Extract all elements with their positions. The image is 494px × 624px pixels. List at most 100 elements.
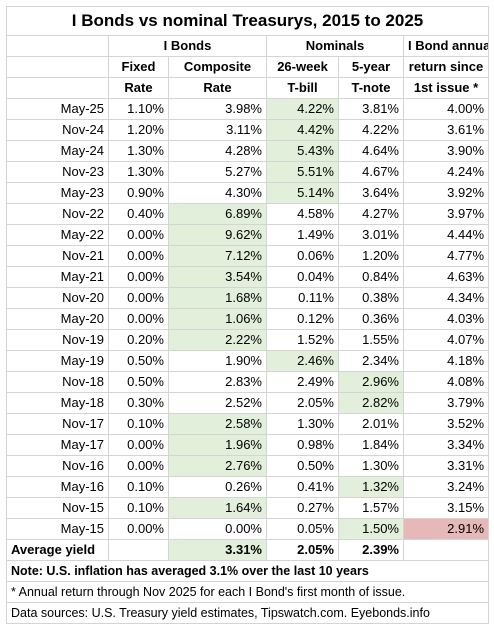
- cell-date: May-21: [6, 266, 109, 288]
- table-row: Nov-21 0.00% 7.12% 0.06% 1.20% 4.77%: [6, 245, 490, 267]
- note-inflation: Note: U.S. inflation has averaged 3.1% o…: [5, 560, 490, 582]
- header-tnote-line2: T-note: [338, 77, 404, 99]
- cell-fixed-rate: 0.00%: [108, 518, 169, 540]
- cell-tnote: 1.32%: [338, 476, 404, 498]
- cell-annual-return: 4.34%: [402, 287, 490, 309]
- cell-date: May-18: [6, 392, 109, 414]
- header-fixed-rate-line1: Fixed: [108, 56, 169, 78]
- cell-annual-return: 4.07%: [402, 329, 490, 351]
- cell-composite-rate: 6.89%: [168, 203, 267, 225]
- table-row: May-23 0.90% 4.30% 5.14% 3.64% 3.92%: [6, 182, 490, 204]
- cell-composite-rate: 9.62%: [168, 224, 267, 246]
- cell-fixed-rate: 0.00%: [108, 455, 169, 477]
- header-group-ibonds: I Bonds: [108, 35, 267, 57]
- header-fixed-rate-line2: Rate: [108, 77, 169, 99]
- cell-fixed-rate: 0.00%: [108, 308, 169, 330]
- cell-fixed-rate: 1.30%: [108, 161, 169, 183]
- cell-composite-rate: 7.12%: [168, 245, 267, 267]
- cell-composite-rate: 4.30%: [168, 182, 267, 204]
- cell-date: Nov-23: [6, 161, 109, 183]
- cell-composite-rate: 1.06%: [168, 308, 267, 330]
- table-row: May-21 0.00% 3.54% 0.04% 0.84% 4.63%: [6, 266, 490, 288]
- cell-tnote: 4.27%: [338, 203, 404, 225]
- average-label: Average yield: [6, 539, 109, 561]
- cell-fixed-rate: 0.00%: [108, 224, 169, 246]
- cell-annual-return: 2.91%: [402, 518, 490, 540]
- cell-date: Nov-16: [6, 455, 109, 477]
- cell-composite-rate: 2.58%: [168, 413, 267, 435]
- table-row: May-16 0.10% 0.26% 0.41% 1.32% 3.24%: [6, 476, 490, 498]
- table-row: Nov-22 0.40% 6.89% 4.58% 4.27% 3.97%: [6, 203, 490, 225]
- cell-tnote: 2.82%: [338, 392, 404, 414]
- cell-date: Nov-20: [6, 287, 109, 309]
- cell-fixed-rate: 1.30%: [108, 140, 169, 162]
- cell-annual-return: 3.52%: [402, 413, 490, 435]
- note-data-sources: Data sources: U.S. Treasury yield estima…: [5, 602, 490, 624]
- average-tnote: 2.39%: [338, 539, 404, 561]
- average-return: [402, 539, 490, 561]
- cell-date: Nov-19: [6, 329, 109, 351]
- cell-tbill: 0.12%: [266, 308, 339, 330]
- cell-tnote: 1.55%: [338, 329, 404, 351]
- cell-annual-return: 4.18%: [402, 350, 490, 372]
- cell-fixed-rate: 0.10%: [108, 497, 169, 519]
- cell-annual-return: 4.08%: [402, 371, 490, 393]
- cell-tnote: 1.50%: [338, 518, 404, 540]
- cell-composite-rate: 0.00%: [168, 518, 267, 540]
- cell-tbill: 4.42%: [266, 119, 339, 141]
- cell-tnote: 0.36%: [338, 308, 404, 330]
- note-annual-return: * Annual return through Nov 2025 for eac…: [5, 581, 490, 603]
- cell-date: May-17: [6, 434, 109, 456]
- cell-annual-return: 4.44%: [402, 224, 490, 246]
- cell-fixed-rate: 0.30%: [108, 392, 169, 414]
- cell-date: May-24: [6, 140, 109, 162]
- average-composite: 3.31%: [168, 539, 267, 561]
- cell-annual-return: 3.90%: [402, 140, 490, 162]
- cell-tbill: 4.22%: [266, 98, 339, 120]
- table-row: Nov-23 1.30% 5.27% 5.51% 4.67% 4.24%: [6, 161, 490, 183]
- cell-annual-return: 3.24%: [402, 476, 490, 498]
- cell-tbill: 1.30%: [266, 413, 339, 435]
- table-row: Nov-20 0.00% 1.68% 0.11% 0.38% 4.34%: [6, 287, 490, 309]
- cell-annual-return: 3.61%: [402, 119, 490, 141]
- header-group-nominals: Nominals: [266, 35, 404, 57]
- header-tbill-line2: T-bill: [266, 77, 339, 99]
- cell-annual-return: 4.00%: [402, 98, 490, 120]
- cell-tnote: 4.64%: [338, 140, 404, 162]
- cell-fixed-rate: 0.10%: [108, 413, 169, 435]
- cell-tbill: 2.05%: [266, 392, 339, 414]
- cell-tnote: 0.84%: [338, 266, 404, 288]
- header-composite-rate-line1: Composite: [168, 56, 267, 78]
- cell-tnote: 4.67%: [338, 161, 404, 183]
- table-row: May-17 0.00% 1.96% 0.98% 1.84% 3.34%: [6, 434, 490, 456]
- cell-tbill: 0.50%: [266, 455, 339, 477]
- cell-fixed-rate: 0.50%: [108, 371, 169, 393]
- cell-date: May-20: [6, 308, 109, 330]
- cell-date: Nov-21: [6, 245, 109, 267]
- cell-date: May-23: [6, 182, 109, 204]
- cell-tbill: 0.11%: [266, 287, 339, 309]
- cell-fixed-rate: 0.00%: [108, 245, 169, 267]
- cell-annual-return: 3.97%: [402, 203, 490, 225]
- cell-tbill: 0.05%: [266, 518, 339, 540]
- table-row: Nov-18 0.50% 2.83% 2.49% 2.96% 4.08%: [6, 371, 490, 393]
- cell-date: May-19: [6, 350, 109, 372]
- cell-tnote: 3.64%: [338, 182, 404, 204]
- cell-tnote: 0.38%: [338, 287, 404, 309]
- cell-annual-return: 4.24%: [402, 161, 490, 183]
- cell-tnote: 1.84%: [338, 434, 404, 456]
- cell-fixed-rate: 0.50%: [108, 350, 169, 372]
- cell-tbill: 0.98%: [266, 434, 339, 456]
- cell-date: Nov-15: [6, 497, 109, 519]
- table-row: May-22 0.00% 9.62% 1.49% 3.01% 4.44%: [6, 224, 490, 246]
- header-composite-rate-line2: Rate: [168, 77, 267, 99]
- table-row: May-25 1.10% 3.98% 4.22% 3.81% 4.00%: [6, 98, 490, 120]
- cell-annual-return: 4.63%: [402, 266, 490, 288]
- table-row: May-24 1.30% 4.28% 5.43% 4.64% 3.90%: [6, 140, 490, 162]
- header-empty: [6, 56, 109, 78]
- table-row: May-15 0.00% 0.00% 0.05% 1.50% 2.91%: [6, 518, 490, 540]
- cell-tbill: 2.46%: [266, 350, 339, 372]
- cell-annual-return: 3.34%: [402, 434, 490, 456]
- table-row: Nov-15 0.10% 1.64% 0.27% 1.57% 3.15%: [6, 497, 490, 519]
- ibonds-table: I Bonds vs nominal Treasurys, 2015 to 20…: [5, 6, 490, 624]
